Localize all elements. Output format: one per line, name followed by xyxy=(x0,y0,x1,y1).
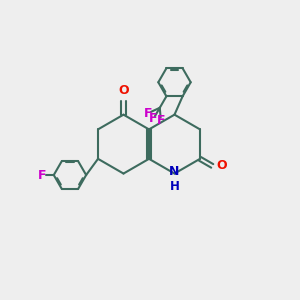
Text: H: H xyxy=(169,180,179,193)
Text: F: F xyxy=(144,106,153,119)
Text: F: F xyxy=(157,114,165,127)
Text: F: F xyxy=(38,169,46,182)
Text: N: N xyxy=(169,165,180,178)
Text: O: O xyxy=(118,84,129,97)
Text: O: O xyxy=(216,159,227,172)
Text: F: F xyxy=(149,112,158,125)
